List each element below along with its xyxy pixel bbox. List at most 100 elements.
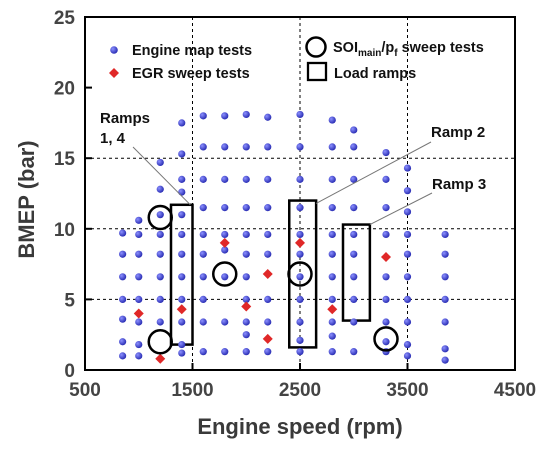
engine-map-point [242,110,250,119]
engine-map-point [135,250,143,258]
engine-map-point [264,113,272,121]
egr-sweep-point [176,304,187,315]
egr-sweep-points [133,237,391,364]
engine-map-point [119,295,127,303]
engine-map-point [242,204,250,212]
legend-label-engine-map: Engine map tests [132,43,252,59]
engine-map-point [328,318,336,326]
engine-map-point [441,318,449,326]
engine-map-point [178,295,186,303]
engine-map-point [178,188,186,196]
engine-map-point [441,356,449,364]
engine-map-point [178,119,186,127]
engine-map-point [221,318,229,326]
ramp-annotations: Ramps 1, 4 Ramp 2 Ramp 3 [100,110,486,226]
annotation-pointer [315,141,432,204]
engine-map-point [441,250,449,258]
legend-marker-load-ramps [306,61,328,82]
engine-map-point [242,331,250,339]
engine-map-point [264,250,272,258]
engine-map-point [135,352,143,360]
engine-map-point [156,211,164,219]
engine-map-point [199,318,207,326]
engine-map-point [350,273,358,281]
legend-label-egr: EGR sweep tests [132,66,250,82]
engine-map-point [178,150,186,158]
egr-sweep-point [262,333,273,344]
engine-map-point [328,116,336,124]
y-tick-label: 0 [64,361,75,382]
egr-sweep-point [155,353,166,364]
engine-map-point [350,143,358,151]
engine-map-point [350,175,358,183]
engine-map-point [156,250,164,258]
y-tick-label: 15 [54,149,76,170]
engine-map-point [328,230,336,239]
engine-map-point [119,315,127,323]
engine-map-point [350,126,358,134]
engine-map-point [296,110,304,119]
engine-map-point [199,112,207,120]
engine-map-point [178,175,186,183]
engine-map-point [119,352,127,360]
engine-map-point [264,318,272,326]
engine-map-point [441,295,449,303]
engine-map-point [296,143,304,151]
engine-map-point [119,338,127,346]
engine-map-point [350,250,358,258]
x-tick-label: 500 [69,380,101,401]
engine-map-point [328,295,336,303]
engine-map-point [264,175,272,183]
engine-map-point [156,295,164,303]
y-axis-title: BMEP (bar) [14,140,39,258]
legend-marker-egr [109,68,119,78]
legend-label-load-ramps: Load ramps [334,66,416,82]
engine-map-point [296,295,304,303]
legend-marker-engine-map [110,46,118,54]
engine-map-point [328,348,336,356]
annotation-pointer [369,192,433,226]
engine-map-point [328,175,336,183]
engine-map-point [264,230,272,239]
engine-map-point [264,143,272,151]
soi-sweep-circle [147,204,173,231]
engine-map-point [156,158,164,167]
engine-map-point [135,340,143,349]
engine-map-point [135,230,143,239]
engine-map-point [135,273,143,281]
engine-map-point [199,204,207,212]
legend: Engine map tests EGR sweep tests SOImain/p… [109,36,484,82]
engine-map-point [221,273,229,281]
engine-map-point [350,295,358,303]
engine-map-point [119,229,127,237]
engine-map-point [156,230,164,239]
egr-sweep-point [133,308,144,319]
engine-map-point [242,348,250,356]
engine-map-point [441,230,449,239]
soi-sweep-circles [147,204,399,355]
engine-map-point [403,208,412,216]
engine-map-point [403,340,412,349]
engine-map-point [382,148,390,157]
engine-map-point [350,318,358,326]
engine-map-point [199,295,207,303]
engine-map-point [178,211,186,219]
engine-map-point [296,250,304,258]
engine-map-point [382,204,390,212]
engine-map-point [328,332,336,340]
engine-map-point [221,348,229,356]
y-tick-label: 5 [64,290,75,311]
egr-sweep-point [262,268,273,279]
y-tick-label: 10 [54,220,75,241]
engine-map-point [382,318,390,326]
engine-map-point [403,187,412,195]
engine-map-point [242,295,250,303]
engine-map-point [135,295,143,303]
egr-sweep-point [381,252,391,263]
x-tick-label: 3500 [386,380,428,401]
engine-map-point [328,250,336,258]
load-ramp-box [341,223,372,322]
y-axis-ticks: 0 5 10 15 20 25 [54,8,92,382]
engine-map-point [441,345,449,353]
